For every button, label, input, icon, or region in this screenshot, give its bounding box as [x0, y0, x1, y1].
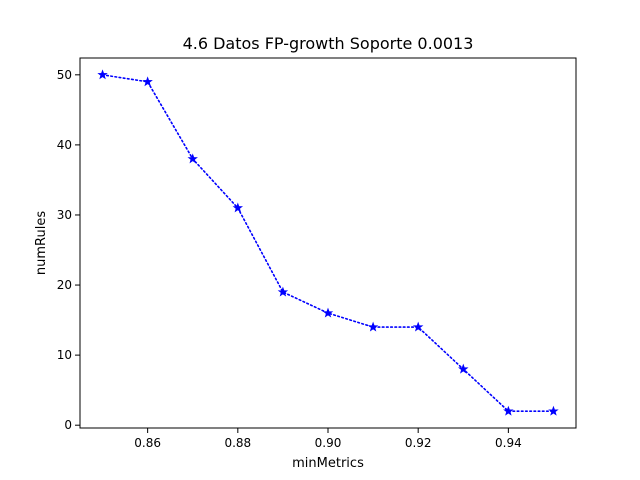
data-point-star — [232, 202, 244, 213]
x-axis-label: minMetrics — [292, 456, 364, 471]
x-tick-label: 0.94 — [495, 436, 522, 450]
y-tick-label: 10 — [57, 348, 72, 362]
y-axis-label: numRules — [34, 211, 49, 275]
y-tick-label: 30 — [57, 208, 72, 222]
y-tick-label: 50 — [57, 68, 72, 82]
data-point-star — [187, 153, 198, 164]
data-point-star — [412, 321, 424, 332]
x-tick-label: 0.88 — [224, 436, 251, 450]
data-point-star — [367, 321, 379, 332]
data-point-star — [322, 307, 334, 318]
x-tick-label: 0.92 — [405, 436, 432, 450]
plot-area: 0.86 0.88 0.90 0.92 0.94 0 10 20 30 40 50 — [57, 68, 559, 450]
data-point-star — [142, 76, 153, 87]
x-tick-label: 0.86 — [134, 436, 161, 450]
x-tick-label: 0.90 — [315, 436, 342, 450]
y-tick-label: 40 — [57, 138, 72, 152]
data-point-star — [458, 363, 469, 374]
data-point-star — [277, 286, 289, 297]
y-tick-label: 20 — [57, 278, 72, 292]
chart-title: 4.6 Datos FP-growth Soporte 0.0013 — [183, 34, 474, 53]
plot-frame — [79, 57, 577, 429]
y-tick-label: 0 — [64, 418, 72, 432]
data-point-star — [503, 405, 514, 416]
data-point-star — [548, 405, 559, 416]
data-point-star — [97, 69, 108, 80]
